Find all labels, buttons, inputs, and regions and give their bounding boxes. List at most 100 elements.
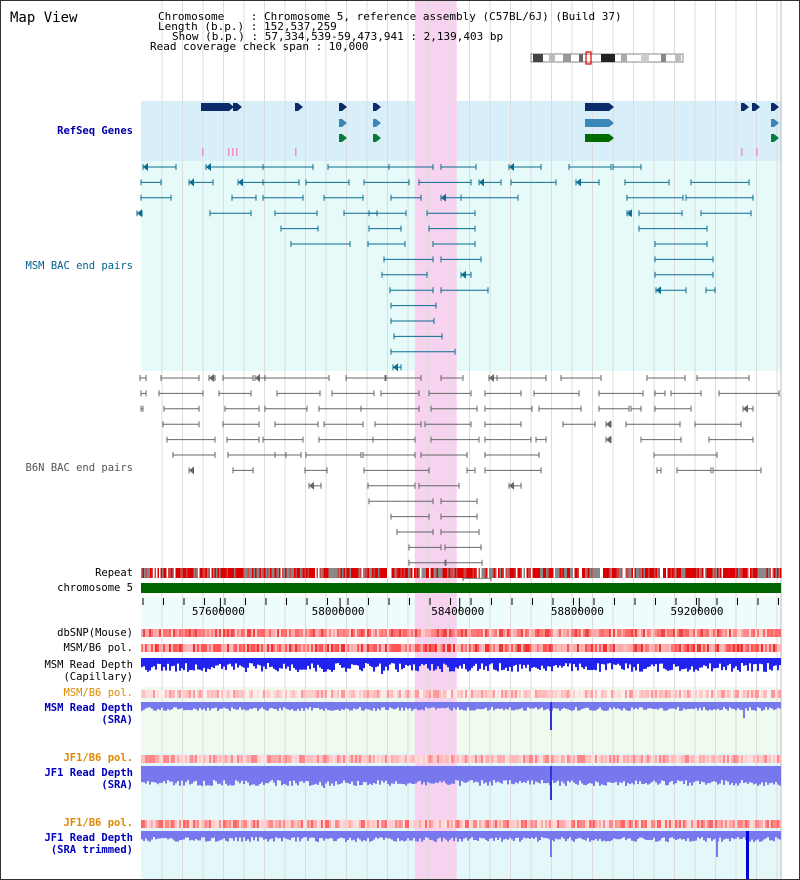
repeat-segment bbox=[627, 568, 629, 578]
heat-cell bbox=[283, 755, 285, 763]
heat-cell bbox=[693, 629, 695, 637]
read-depth-bar bbox=[503, 831, 505, 840]
track-label-chromosome[interactable]: chromosome 5 bbox=[57, 582, 133, 594]
heat-cell bbox=[737, 755, 739, 763]
heat-cell bbox=[433, 690, 435, 698]
read-depth-bar bbox=[413, 766, 415, 785]
read-depth-bar bbox=[157, 702, 159, 710]
read-depth-bar bbox=[315, 702, 317, 709]
heat-cell bbox=[577, 629, 579, 637]
track-label-msm-depth-sra[interactable]: MSM Read Depth bbox=[44, 702, 133, 714]
read-depth-bar bbox=[281, 702, 283, 711]
read-depth-bar bbox=[227, 766, 229, 786]
repeat-segment bbox=[418, 568, 420, 578]
heat-cell bbox=[163, 629, 165, 637]
heat-cell bbox=[743, 629, 745, 637]
read-depth-bar bbox=[439, 766, 441, 782]
heat-cell bbox=[725, 690, 727, 698]
track-label-jf1-pol-2[interactable]: JF1/B6 pol. bbox=[63, 817, 133, 829]
read-depth-bar bbox=[367, 766, 369, 786]
read-depth-bar bbox=[251, 658, 253, 664]
read-depth-bar bbox=[671, 702, 673, 709]
heat-cell bbox=[141, 755, 143, 763]
track-label-msm-pol-1[interactable]: MSM/B6 pol. bbox=[63, 642, 133, 654]
track-label-msm-depth-cap[interactable]: MSM Read Depth bbox=[44, 659, 133, 671]
heat-cell bbox=[775, 820, 777, 828]
heat-cell bbox=[393, 629, 395, 637]
heat-cell bbox=[755, 755, 757, 763]
heat-cell bbox=[359, 755, 361, 763]
read-depth-bar bbox=[211, 658, 213, 667]
heat-cell bbox=[473, 820, 475, 828]
heat-cell bbox=[691, 690, 693, 698]
heat-cell bbox=[691, 820, 693, 828]
heat-cell bbox=[681, 644, 683, 652]
read-depth-bar bbox=[303, 831, 305, 838]
heat-cell bbox=[477, 644, 479, 652]
msm-bac-pair-glyph bbox=[656, 286, 661, 295]
track-label-jf1-depth-trim[interactable]: JF1 Read Depth bbox=[44, 832, 133, 844]
read-depth-bar bbox=[283, 658, 285, 664]
repeat-segment bbox=[502, 568, 504, 578]
heat-cell bbox=[389, 629, 391, 637]
heat-cell bbox=[773, 690, 775, 698]
heat-cell bbox=[587, 644, 589, 652]
heat-cell bbox=[543, 755, 545, 763]
repeat-segment bbox=[331, 568, 333, 578]
read-depth-bar bbox=[633, 831, 635, 842]
heat-cell bbox=[583, 629, 585, 637]
heat-cell bbox=[487, 690, 489, 698]
heat-cell bbox=[285, 755, 287, 763]
read-depth-bar bbox=[737, 702, 739, 709]
heat-cell bbox=[641, 644, 643, 652]
read-depth-bar bbox=[221, 702, 223, 709]
read-depth-bar bbox=[395, 831, 397, 842]
repeat-segment bbox=[472, 568, 474, 578]
track-label-dbsnp[interactable]: dbSNP(Mouse) bbox=[57, 627, 133, 639]
heat-cell bbox=[313, 820, 315, 828]
track-label-jf1-depth[interactable]: JF1 Read Depth bbox=[44, 767, 133, 779]
repeat-segment bbox=[570, 568, 572, 578]
read-depth-bar bbox=[327, 831, 329, 840]
read-depth-bar bbox=[427, 766, 429, 783]
heat-cell bbox=[207, 690, 209, 698]
read-depth-bar bbox=[213, 658, 215, 669]
read-depth-bar bbox=[303, 702, 305, 711]
read-depth-bar bbox=[463, 658, 465, 665]
heat-cell bbox=[465, 755, 467, 763]
track-label-msm-bac[interactable]: MSM BAC end pairs bbox=[25, 260, 133, 272]
read-depth-bar bbox=[635, 766, 637, 781]
heat-cell bbox=[341, 644, 343, 652]
track-label-msm-pol-2[interactable]: MSM/B6 pol. bbox=[63, 687, 133, 699]
info-coverage-span: Read coverage check span : 10,000 bbox=[150, 40, 369, 53]
read-depth-bar bbox=[339, 702, 341, 711]
track-label-b6n-bac[interactable]: B6N BAC end pairs bbox=[25, 462, 133, 474]
repeat-segment bbox=[454, 568, 456, 578]
heat-cell bbox=[613, 644, 615, 652]
repeat-segment bbox=[249, 568, 251, 578]
track-label-refseq[interactable]: RefSeq Genes bbox=[57, 125, 133, 137]
read-depth-bar bbox=[353, 658, 355, 666]
heat-cell bbox=[231, 629, 233, 637]
heat-cell bbox=[679, 690, 681, 698]
repeat-segment bbox=[582, 568, 584, 578]
heat-cell bbox=[631, 820, 633, 828]
read-depth-bar bbox=[529, 766, 531, 785]
read-depth-bar bbox=[325, 831, 327, 839]
track-label-jf1-pol-1[interactable]: JF1/B6 pol. bbox=[63, 752, 133, 764]
refseq-gene-arrow bbox=[774, 103, 779, 111]
read-depth-bar bbox=[721, 766, 723, 781]
track-label-repeat[interactable]: Repeat bbox=[95, 567, 133, 579]
read-depth-bar bbox=[399, 766, 401, 784]
read-depth-bar bbox=[401, 658, 403, 670]
heat-cell bbox=[635, 755, 637, 763]
repeat-segment bbox=[573, 568, 575, 578]
read-depth-bar bbox=[383, 831, 385, 840]
read-depth-bar bbox=[415, 766, 417, 784]
heat-cell bbox=[307, 690, 309, 698]
heat-cell bbox=[549, 690, 551, 698]
heat-cell bbox=[249, 629, 251, 637]
heat-cell bbox=[355, 755, 357, 763]
